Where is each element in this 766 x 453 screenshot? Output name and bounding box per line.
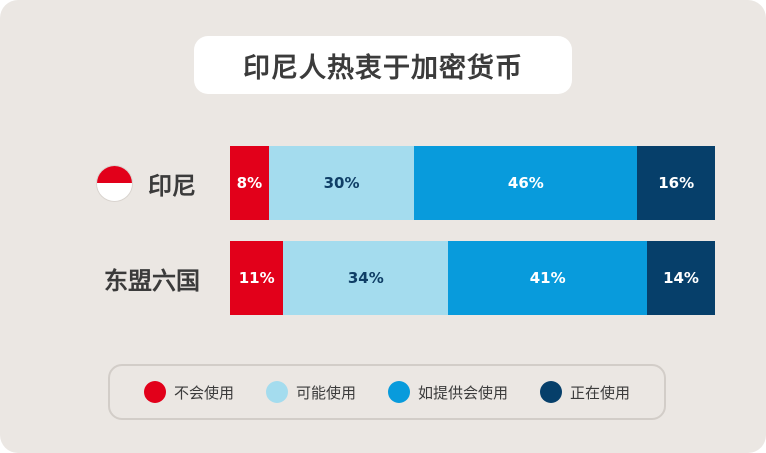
bar-row-indonesia: 8% 30% 46% 16% (230, 146, 715, 220)
legend-swatch (143, 381, 166, 403)
legend-item: 不会使用 (143, 381, 234, 403)
legend-label: 如提供会使用 (417, 383, 508, 402)
row-label-indonesia: 印尼 (97, 146, 247, 220)
data-label: 8% (236, 174, 263, 192)
legend-label: 不会使用 (173, 383, 234, 402)
bar-segment: 34% (283, 241, 449, 315)
data-label: 16% (658, 174, 695, 192)
legend-label: 正在使用 (569, 383, 630, 402)
category-label: 东盟六国 (104, 266, 200, 295)
legend-swatch (539, 381, 562, 403)
indonesia-flag-icon (97, 165, 132, 201)
data-label: 14% (663, 269, 699, 287)
legend: 不会使用 可能使用 如提供会使用 正在使用 (108, 364, 666, 420)
legend-item: 可能使用 (265, 381, 356, 403)
data-label: 11% (238, 269, 275, 287)
legend-item: 如提供会使用 (387, 381, 508, 403)
bar-segment: 16% (637, 146, 715, 220)
data-label: 34% (347, 269, 384, 287)
data-label: 46% (507, 174, 544, 192)
category-label: 印尼 (148, 171, 196, 200)
bar-segment: 30% (268, 146, 415, 220)
bar-row-asean6: 11% 34% 41% 14% (230, 241, 715, 315)
legend-swatch (265, 381, 288, 403)
bar-segment: 8% (230, 146, 269, 220)
legend-item: 正在使用 (539, 381, 630, 403)
bar-segment: 11% (230, 241, 284, 315)
legend-swatch (387, 381, 410, 403)
data-label: 41% (529, 269, 566, 287)
chart-title-box: 印尼人热衷于加密货币 (194, 36, 572, 94)
row-label-asean6: 东盟六国 (60, 241, 200, 315)
legend-label: 可能使用 (295, 383, 356, 402)
bar-segment: 46% (414, 146, 638, 220)
bar-segment: 14% (647, 241, 715, 315)
bar-segment: 41% (448, 241, 648, 315)
chart-title: 印尼人热衷于加密货币 (243, 52, 523, 84)
data-label: 30% (323, 174, 360, 192)
